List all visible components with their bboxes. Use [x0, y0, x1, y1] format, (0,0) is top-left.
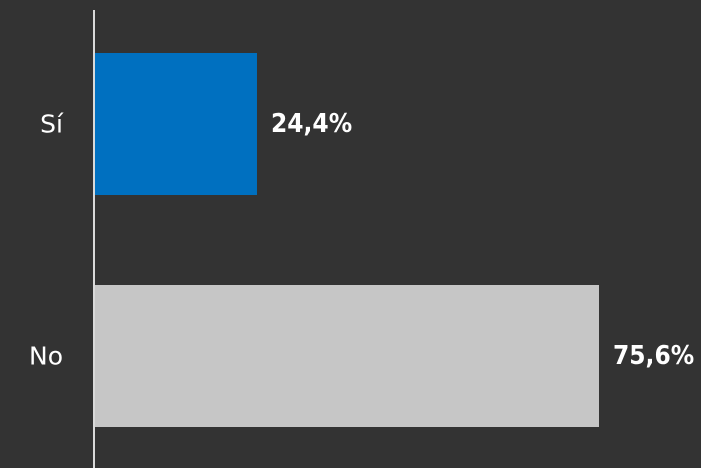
value-label: 24,4%: [271, 109, 352, 139]
value-label: 75,6%: [613, 341, 694, 371]
bars-group: Sí 24,4% No 75,6%: [29, 53, 694, 427]
bar-si: [94, 53, 257, 195]
category-label: No: [29, 342, 63, 371]
category-label: Sí: [40, 110, 64, 139]
bar-no: [94, 285, 599, 427]
